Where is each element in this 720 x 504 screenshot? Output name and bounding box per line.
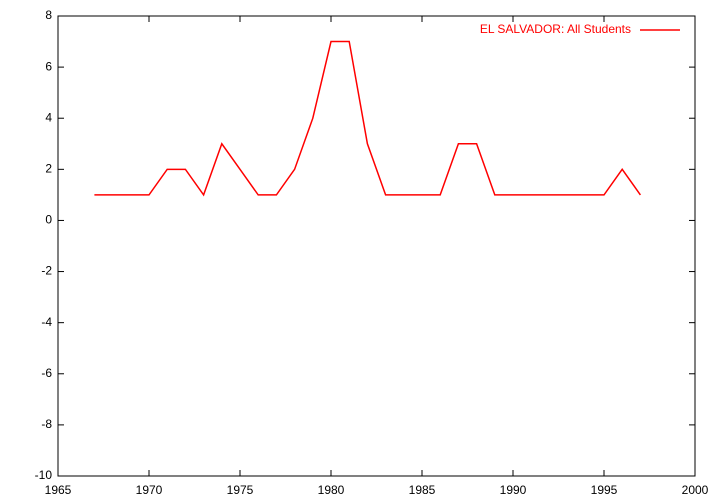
y-tick-label: -6	[41, 366, 52, 380]
y-tick-label: 6	[45, 59, 52, 73]
y-tick-label: -10	[35, 468, 53, 482]
x-tick-label: 1990	[500, 483, 527, 497]
line-series	[94, 40, 642, 197]
legend-label: EL SALVADOR: All Students	[480, 22, 631, 36]
y-tick-label: 2	[45, 162, 52, 176]
y-tick-label: -8	[41, 417, 52, 431]
x-tick-label: 1985	[409, 483, 436, 497]
x-tick-label: 1975	[227, 483, 254, 497]
y-tick-label: -2	[41, 264, 52, 278]
x-tick-label: 1970	[136, 483, 163, 497]
y-tick-label: 4	[45, 110, 52, 124]
y-tick-label: -4	[41, 315, 52, 329]
x-tick-label: 1980	[318, 483, 345, 497]
y-tick-label: 8	[45, 8, 52, 22]
x-tick-label: 2000	[682, 483, 709, 497]
x-tick-label: 1995	[591, 483, 618, 497]
plot-frame	[57, 15, 696, 477]
x-tick-label: 1965	[45, 483, 72, 497]
y-tick-label: 0	[45, 213, 52, 227]
